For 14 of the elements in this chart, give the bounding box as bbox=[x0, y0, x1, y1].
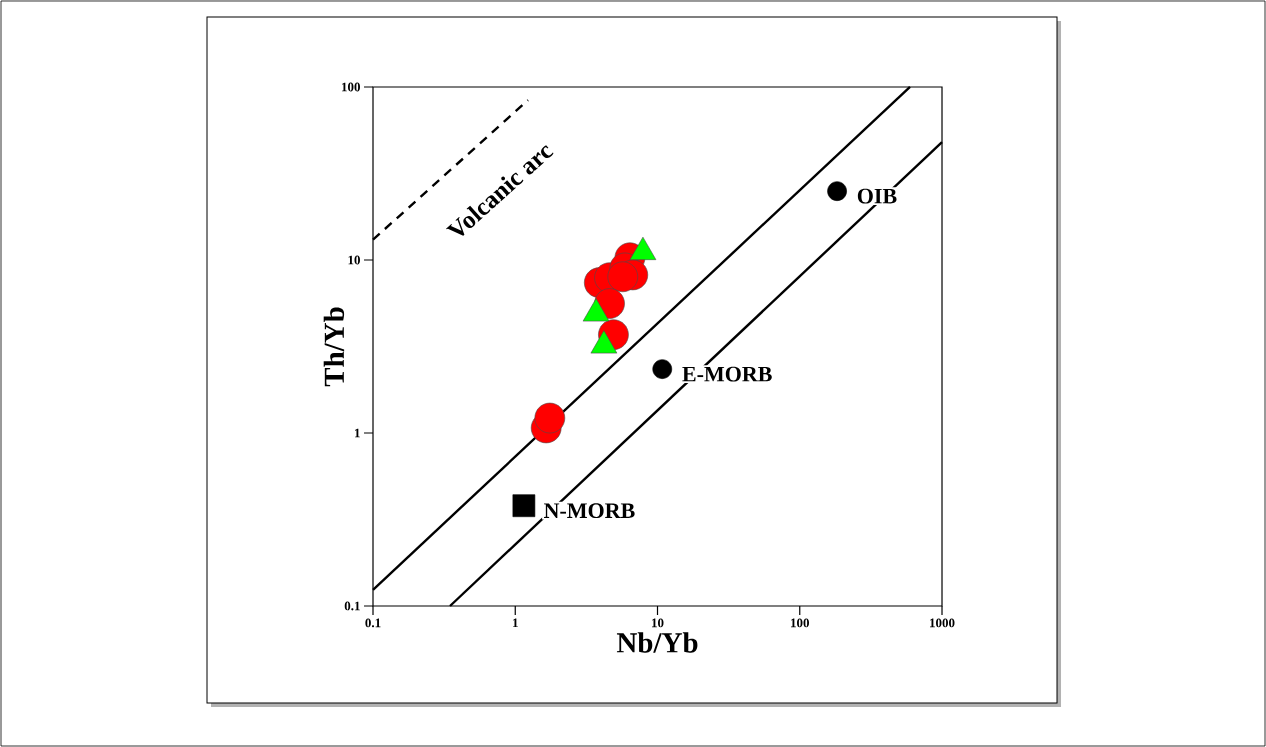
y-tick-label: 10 bbox=[348, 255, 360, 265]
x-tick-label: 0.1 bbox=[365, 618, 381, 628]
y-tick-label: 100 bbox=[342, 82, 360, 92]
annotation: OIB bbox=[857, 188, 897, 204]
x-tick-label: 1000 bbox=[930, 618, 955, 628]
x-tick-label: 10 bbox=[652, 618, 664, 628]
annotation: E-MORB bbox=[682, 366, 772, 382]
x-tick-label: 100 bbox=[791, 618, 810, 628]
x-axis-title: Nb/Yb bbox=[616, 632, 698, 653]
x-tick-label: 1 bbox=[513, 618, 518, 628]
y-axis-title: Th/Yb bbox=[323, 307, 345, 387]
y-tick-label: 1 bbox=[355, 428, 360, 438]
y-tick-label: 0.1 bbox=[344, 601, 360, 611]
annotation: N-MORB bbox=[544, 503, 635, 519]
